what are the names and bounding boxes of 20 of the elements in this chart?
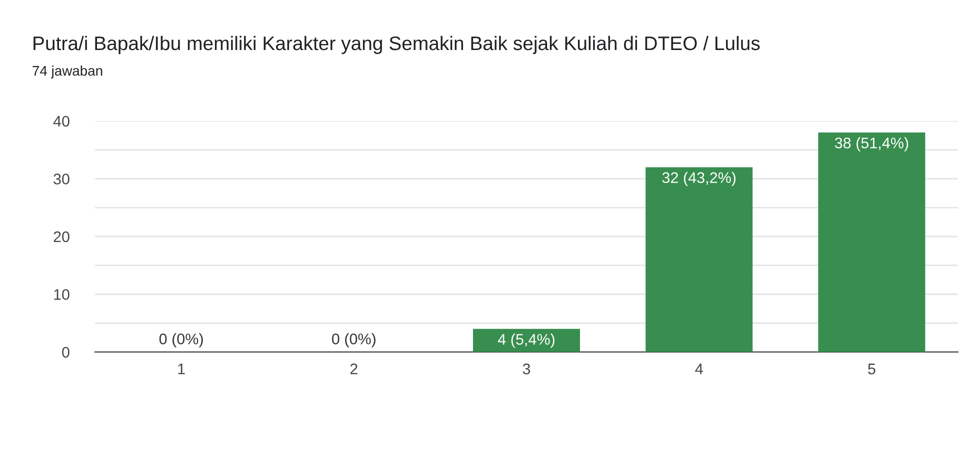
data-label: 4 (5,4%) xyxy=(498,334,554,348)
data-label: 32 (43,2%) xyxy=(662,172,736,186)
x-tick-label: 1 xyxy=(178,364,185,374)
x-tick-label: 4 xyxy=(695,364,703,374)
x-tick-label: 3 xyxy=(522,364,530,374)
chart-subtitle: 74 jawaban xyxy=(32,66,102,78)
data-label: 0 (0%) xyxy=(332,333,376,348)
x-tick-label: 2 xyxy=(350,364,358,374)
bar xyxy=(818,132,926,352)
data-label: 38 (51,4%) xyxy=(834,137,908,152)
y-tick-label: 10 xyxy=(54,289,70,300)
data-label: 0 (0%) xyxy=(159,333,203,348)
y-tick-label: 40 xyxy=(53,116,70,127)
bar xyxy=(472,328,580,352)
y-tick-label: 20 xyxy=(54,231,70,242)
y-tick-label: 30 xyxy=(54,174,70,184)
y-tick-label: 0 xyxy=(62,346,70,358)
chart-title: Putra/i Bapak/Ibu memiliki Karakter yang Semakin Baik sejak Kuliah di DTEO / Lulus xyxy=(34,36,760,54)
x-tick-label: 5 xyxy=(868,364,876,374)
bar xyxy=(646,167,753,352)
